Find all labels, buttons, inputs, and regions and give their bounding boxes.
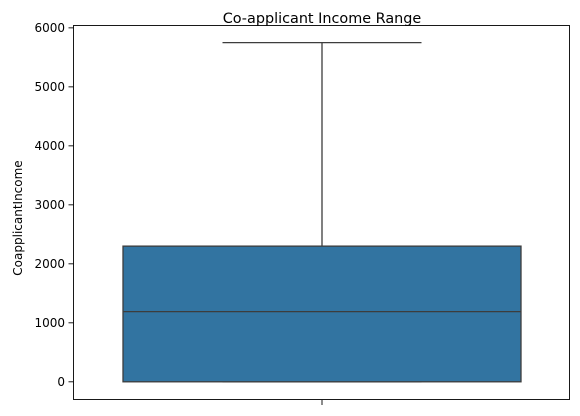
y-tick-label: 5000 [34,80,65,94]
y-axis-label: CoapplicantIncome [11,160,25,275]
y-tick-label: 2000 [34,257,65,271]
chart-title: Co-applicant Income Range [223,11,422,27]
iqr-box [122,245,522,383]
y-axis-ticks: 0 1000 2000 3000 4000 5000 6000 [34,21,74,389]
y-tick-label: 3000 [34,198,65,212]
plot-area [122,41,522,383]
y-tick-label: 0 [57,375,65,389]
plot-frame [73,25,570,400]
y-tick-label: 4000 [34,139,65,153]
y-tick-label: 6000 [34,21,65,35]
y-tick-label: 1000 [34,316,65,330]
